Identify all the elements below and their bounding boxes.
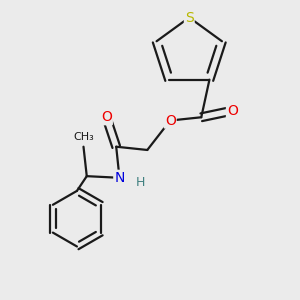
Text: S: S	[185, 11, 194, 25]
Text: H: H	[136, 176, 146, 189]
Text: O: O	[101, 110, 112, 124]
Text: CH₃: CH₃	[73, 132, 94, 142]
Text: N: N	[114, 171, 125, 185]
Text: O: O	[165, 113, 176, 128]
Text: O: O	[227, 104, 238, 118]
